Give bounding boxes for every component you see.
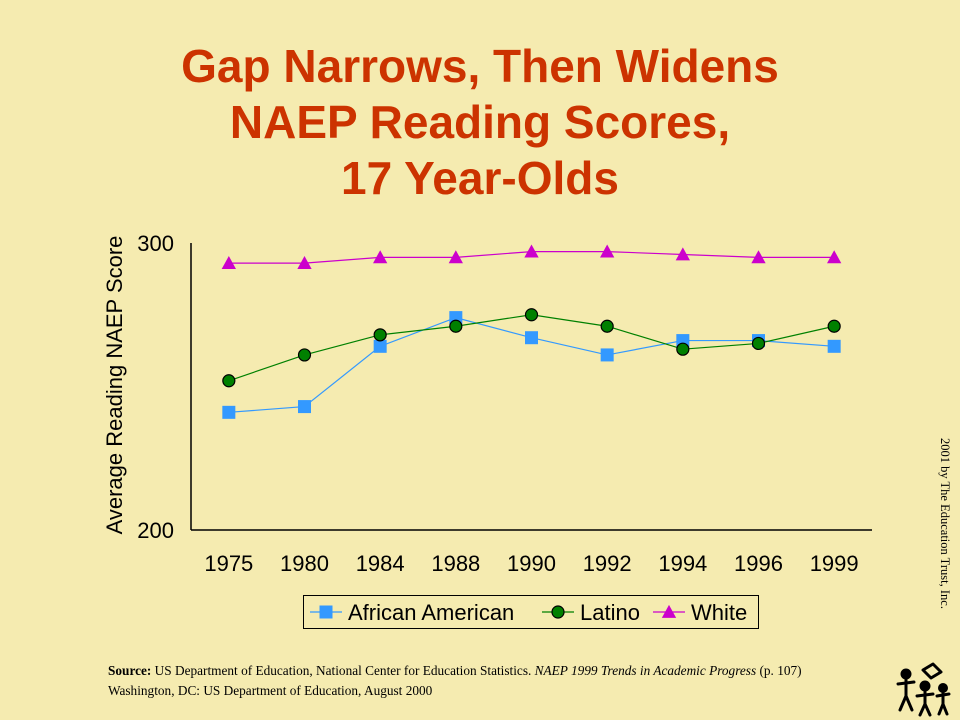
y-tick-label-200: 200 [137, 518, 174, 543]
data-point-african-american-1990 [525, 331, 538, 345]
title-line-3: 17 Year-Olds [341, 152, 619, 204]
legend-item-latino: Latino [542, 600, 640, 625]
x-tick-label-1975: 1975 [204, 551, 253, 576]
data-point-latino-1984 [373, 328, 387, 342]
legend-label-latino: Latino [580, 600, 640, 625]
data-point-white-1992 [600, 244, 615, 258]
x-tick-label-1992: 1992 [583, 551, 632, 576]
source-text-2: (p. 107) [756, 663, 802, 678]
data-point-white-1984 [373, 250, 388, 264]
series-white [221, 244, 842, 269]
data-point-latino-1996 [751, 336, 766, 351]
source-publication-title: NAEP 1999 Trends in Academic Progress [534, 663, 757, 678]
legend-item-white: White [653, 600, 747, 625]
series-line-latino [228, 314, 835, 382]
x-tick-label-1994: 1994 [658, 551, 707, 576]
legend-marker-african-american [319, 605, 333, 619]
legend-marker-latino [551, 605, 565, 619]
x-tick-label-1984: 1984 [356, 551, 405, 576]
source-text-1: US Department of Education, National Cen… [151, 663, 535, 678]
x-tick-label-1990: 1990 [507, 551, 556, 576]
legend-label-white: White [691, 600, 747, 625]
series-latino [222, 308, 841, 388]
data-point-latino-1990 [524, 308, 539, 322]
title-line-1: Gap Narrows, Then Widens [181, 40, 779, 92]
chart-legend: African American Latino White [303, 595, 759, 629]
legend-items: African American Latino White [310, 600, 747, 625]
data-point-african-american-1975 [222, 405, 236, 419]
data-point-latino-1999 [827, 319, 841, 333]
data-point-white-1994 [675, 247, 690, 261]
source-line-2: Washington, DC: US Department of Educati… [108, 683, 433, 698]
chart-axes [190, 243, 872, 531]
data-point-white-1980 [297, 255, 312, 269]
chart-series [221, 244, 842, 419]
data-point-african-american-1984 [373, 339, 387, 353]
data-point-latino-1992 [600, 319, 614, 333]
data-point-white-1988 [448, 250, 463, 264]
series-african-american [222, 311, 841, 419]
data-point-white-1999 [827, 250, 842, 264]
source-note: Source: US Department of Education, Nati… [108, 661, 888, 701]
source-label: Source: [108, 663, 152, 678]
data-point-latino-1994 [676, 342, 690, 356]
x-tick-label-1999: 1999 [810, 551, 859, 576]
y-axis-label: Average Reading NAEP Score [102, 236, 127, 535]
x-tick-labels: 1975 1980 1984 1988 1990 1992 1994 1996 1999 [204, 551, 858, 576]
data-point-latino-1980 [297, 348, 312, 362]
legend-marker-white [661, 604, 677, 618]
data-point-white-1990 [524, 244, 539, 258]
legend-item-african-american: African American [310, 600, 514, 625]
data-point-white-1996 [751, 250, 766, 264]
y-tick-label-300: 300 [137, 231, 174, 256]
data-point-african-american-1992 [600, 348, 614, 362]
x-tick-label-1988: 1988 [431, 551, 480, 576]
data-point-latino-1988 [449, 319, 463, 333]
x-tick-label-1996: 1996 [734, 551, 783, 576]
data-point-latino-1975 [222, 374, 236, 388]
copyright-notice: 2001 by The Education Trust, Inc. [938, 438, 952, 609]
legend-label-african-american: African American [348, 600, 514, 625]
x-tick-label-1980: 1980 [280, 551, 329, 576]
slide-title: Gap Narrows, Then Widens NAEP Reading Sc… [0, 38, 960, 206]
data-point-african-american-1980 [298, 400, 311, 414]
education-trust-logo-icon [896, 662, 951, 717]
data-point-african-american-1999 [827, 339, 841, 353]
data-point-white-1975 [221, 255, 236, 269]
title-line-2: NAEP Reading Scores, [229, 96, 731, 148]
